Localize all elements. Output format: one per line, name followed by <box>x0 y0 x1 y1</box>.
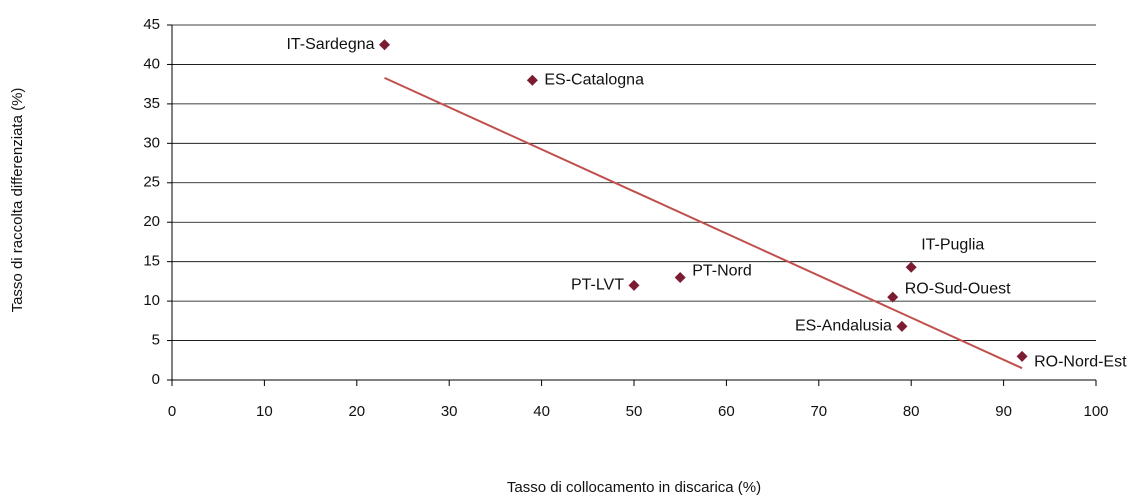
point-label: IT-Puglia <box>921 236 984 253</box>
point-label: ES-Andalusia <box>795 318 892 335</box>
point <box>526 74 538 86</box>
point <box>905 261 917 273</box>
x-tick-label: 40 <box>533 403 550 420</box>
y-tick-label: 20 <box>143 213 160 230</box>
point <box>1016 350 1028 362</box>
x-tick-label: 50 <box>626 403 643 420</box>
x-tick-label: 10 <box>256 403 273 420</box>
y-tick-label: 25 <box>143 174 160 191</box>
y-tick-label: 35 <box>143 95 160 112</box>
x-tick-label: 80 <box>903 403 920 420</box>
x-tick-label: 90 <box>995 403 1012 420</box>
x-tick-label: 100 <box>1083 403 1108 420</box>
x-tick-label: 20 <box>348 403 365 420</box>
y-tick-label: 0 <box>152 371 160 388</box>
y-tick-label: 10 <box>143 292 160 309</box>
point-label: ES-Catalogna <box>544 71 644 88</box>
x-tick-label: 30 <box>441 403 458 420</box>
point <box>379 39 391 51</box>
x-tick-label: 70 <box>810 403 827 420</box>
point <box>887 291 899 303</box>
trendline <box>384 76 1023 370</box>
point-label: IT-Sardegna <box>286 36 374 53</box>
y-tick-label: 15 <box>143 253 160 270</box>
point <box>896 320 908 332</box>
y-tick-label: 40 <box>143 55 160 72</box>
x-tick-label: 0 <box>168 403 176 420</box>
y-tick-label: 30 <box>143 134 160 151</box>
y-tick-label: 45 <box>143 16 160 33</box>
x-axis-title: Tasso di collocamento in discarica (%) <box>507 479 761 496</box>
point-label: PT-Nord <box>692 263 752 280</box>
point-label: PT-LVT <box>571 277 624 294</box>
x-tick-label: 60 <box>718 403 735 420</box>
point-label: RO-Sud-Ouest <box>905 280 1011 297</box>
y-tick-label: 5 <box>152 332 160 349</box>
point <box>674 271 686 283</box>
point <box>628 279 640 291</box>
point-label: RO-Nord-Est <box>1034 354 1127 371</box>
y-axis-title: Tasso di raccolta differenziata (%) <box>9 88 26 313</box>
